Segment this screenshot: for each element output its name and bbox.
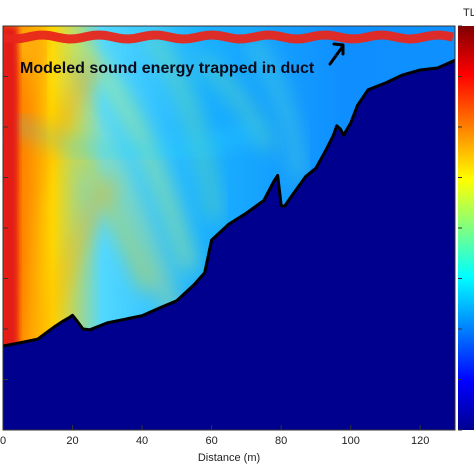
x-tick-label: 60 — [205, 435, 217, 447]
energy-beams — [3, 26, 304, 430]
x-tick-label: 120 — [411, 435, 429, 447]
energy-beam — [197, 56, 274, 152]
energy-beam — [7, 115, 262, 158]
x-tick-label: 20 — [66, 435, 78, 447]
energy-beam — [57, 29, 196, 272]
energy-beam — [3, 26, 157, 293]
x-tick-label: 100 — [342, 435, 360, 447]
colorbar-title: TL — [463, 7, 474, 19]
colorbar-ticks — [458, 25, 462, 431]
y-axis-ticks — [3, 25, 8, 431]
x-tick-label: 40 — [136, 435, 148, 447]
energy-beam — [246, 37, 304, 181]
source-edge-glow — [3, 26, 18, 406]
annotation-arrow — [328, 42, 345, 66]
x-tick-label: 0 — [0, 435, 6, 447]
annotation-text: Modeled sound energy trapped in duct — [20, 60, 315, 77]
seabed-boundary-line — [3, 58, 455, 348]
x-axis: 0 20 40 60 80 100 120 — [0, 425, 429, 447]
surface-duct-band — [3, 30, 454, 44]
x-tick-label: 80 — [275, 435, 287, 447]
energy-beam — [146, 32, 219, 221]
seabed-region — [3, 60, 455, 430]
x-axis-title: Distance (m) — [198, 452, 260, 464]
